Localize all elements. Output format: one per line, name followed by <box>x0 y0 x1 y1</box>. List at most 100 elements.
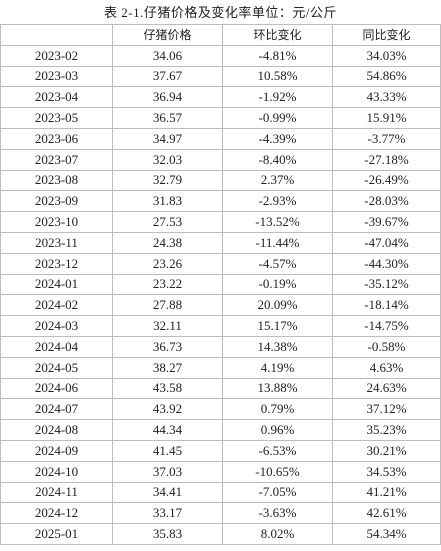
table-row: 2023-11 24.38 -11.44% -47.04% <box>0 231 441 254</box>
month-cell: 2024-02 <box>0 294 113 317</box>
price-cell: 32.03 <box>112 148 223 171</box>
price-cell: 36.94 <box>112 86 223 109</box>
month-cell: 2023-08 <box>0 169 113 192</box>
month-cell: 2023-07 <box>0 148 113 171</box>
month-cell: 2023-06 <box>0 127 113 150</box>
table-row: 2024-02 27.88 20.09% -18.14% <box>0 294 441 317</box>
yoy-cell: -18.14% <box>332 294 441 317</box>
yoy-cell: -39.67% <box>332 211 441 233</box>
price-cell: 38.27 <box>112 356 223 379</box>
month-cell: 2023-02 <box>0 44 113 67</box>
header-cell: 仔猪价格 <box>112 24 223 46</box>
month-cell: 2024-10 <box>0 460 113 483</box>
month-cell: 2024-11 <box>0 481 113 504</box>
month-cell: 2023-03 <box>0 65 113 88</box>
price-cell: 23.26 <box>112 252 223 275</box>
price-cell: 43.92 <box>112 398 223 421</box>
table-row: 2023-12 23.26 -4.57% -44.30% <box>0 252 441 275</box>
table-title: 表 2-1.仔猪价格及变化率单位：元/公斤 <box>104 5 337 20</box>
yoy-cell: -3.77% <box>332 127 441 150</box>
table-row: 2023-05 36.57 -0.99% 15.91% <box>0 107 441 129</box>
month-cell: 2023-11 <box>0 231 113 254</box>
yoy-cell: 41.21% <box>332 481 441 504</box>
table-row: 2024-11 34.41 -7.05% 41.21% <box>0 481 441 504</box>
price-cell: 27.88 <box>112 294 223 317</box>
price-cell: 23.22 <box>112 273 223 296</box>
mom-cell: -7.05% <box>222 481 333 504</box>
yoy-cell: 37.12% <box>332 398 441 421</box>
month-cell: 2025-01 <box>0 523 113 545</box>
yoy-cell: 54.86% <box>332 65 441 88</box>
yoy-cell: -14.75% <box>332 315 441 337</box>
mom-cell: 10.58% <box>222 65 333 88</box>
yoy-cell: 42.61% <box>332 502 441 525</box>
mom-cell: -8.40% <box>222 148 333 171</box>
yoy-cell: 24.63% <box>332 377 441 400</box>
mom-cell: -13.52% <box>222 211 333 233</box>
mom-cell: -6.53% <box>222 439 333 462</box>
header-cell <box>0 24 113 46</box>
price-cell: 37.03 <box>112 460 223 483</box>
month-cell: 2024-06 <box>0 377 113 400</box>
yoy-cell: 35.23% <box>332 419 441 441</box>
yoy-cell: -0.58% <box>332 335 441 358</box>
table-row: 2024-04 36.73 14.38% -0.58% <box>0 335 441 358</box>
mom-cell: 0.79% <box>222 398 333 421</box>
mom-cell: -2.93% <box>222 190 333 213</box>
mom-cell: 20.09% <box>222 294 333 317</box>
mom-cell: -3.63% <box>222 502 333 525</box>
month-cell: 2024-01 <box>0 273 113 296</box>
mom-cell: 14.38% <box>222 335 333 358</box>
yoy-cell: -27.18% <box>332 148 441 171</box>
yoy-cell: 4.63% <box>332 356 441 379</box>
price-cell: 36.73 <box>112 335 223 358</box>
yoy-cell: 15.91% <box>332 107 441 129</box>
table-row: 2024-06 43.58 13.88% 24.63% <box>0 377 441 400</box>
price-cell: 44.34 <box>112 419 223 441</box>
month-cell: 2024-03 <box>0 315 113 337</box>
mom-cell: 2.37% <box>222 169 333 192</box>
table-row: 2024-03 32.11 15.17% -14.75% <box>0 315 441 337</box>
mom-cell: -1.92% <box>222 86 333 109</box>
month-cell: 2024-04 <box>0 335 113 358</box>
yoy-cell: -47.04% <box>332 231 441 254</box>
header-cell: 环比变化 <box>222 24 333 46</box>
month-cell: 2024-07 <box>0 398 113 421</box>
table-row: 2023-08 32.79 2.37% -26.49% <box>0 169 441 192</box>
table-row: 2024-10 37.03 -10.65% 34.53% <box>0 460 441 483</box>
table-row: 2023-07 32.03 -8.40% -27.18% <box>0 148 441 171</box>
yoy-cell: -26.49% <box>332 169 441 192</box>
mom-cell: -4.81% <box>222 44 333 67</box>
price-cell: 36.57 <box>112 107 223 129</box>
price-cell: 35.83 <box>112 523 223 545</box>
yoy-cell: -35.12% <box>332 273 441 296</box>
table-row: 2023-06 34.97 -4.39% -3.77% <box>0 127 441 150</box>
price-cell: 34.41 <box>112 481 223 504</box>
month-cell: 2023-04 <box>0 86 113 109</box>
price-cell: 41.45 <box>112 439 223 462</box>
table-row: 2024-09 41.45 -6.53% 30.21% <box>0 439 441 462</box>
header-row: 仔猪价格 环比变化 同比变化 <box>0 24 441 46</box>
yoy-cell: 43.33% <box>332 86 441 109</box>
table-row: 2024-05 38.27 4.19% 4.63% <box>0 356 441 379</box>
table-row: 2024-01 23.22 -0.19% -35.12% <box>0 273 441 296</box>
table-row: 2023-03 37.67 10.58% 54.86% <box>0 65 441 88</box>
mom-cell: 13.88% <box>222 377 333 400</box>
mom-cell: 4.19% <box>222 356 333 379</box>
table-row: 2025-01 35.83 8.02% 54.34% <box>0 523 441 545</box>
price-cell: 34.06 <box>112 44 223 67</box>
month-cell: 2024-08 <box>0 419 113 441</box>
table-row: 2024-12 33.17 -3.63% 42.61% <box>0 502 441 525</box>
yoy-cell: 30.21% <box>332 439 441 462</box>
mom-cell: -0.99% <box>222 107 333 129</box>
table-row: 2023-02 34.06 -4.81% 34.03% <box>0 44 441 67</box>
price-cell: 37.67 <box>112 65 223 88</box>
month-cell: 2023-09 <box>0 190 113 213</box>
table-row: 2023-10 27.53 -13.52% -39.67% <box>0 211 441 233</box>
price-cell: 27.53 <box>112 211 223 233</box>
yoy-cell: 34.03% <box>332 44 441 67</box>
yoy-cell: -28.03% <box>332 190 441 213</box>
month-cell: 2024-05 <box>0 356 113 379</box>
mom-cell: -0.19% <box>222 273 333 296</box>
